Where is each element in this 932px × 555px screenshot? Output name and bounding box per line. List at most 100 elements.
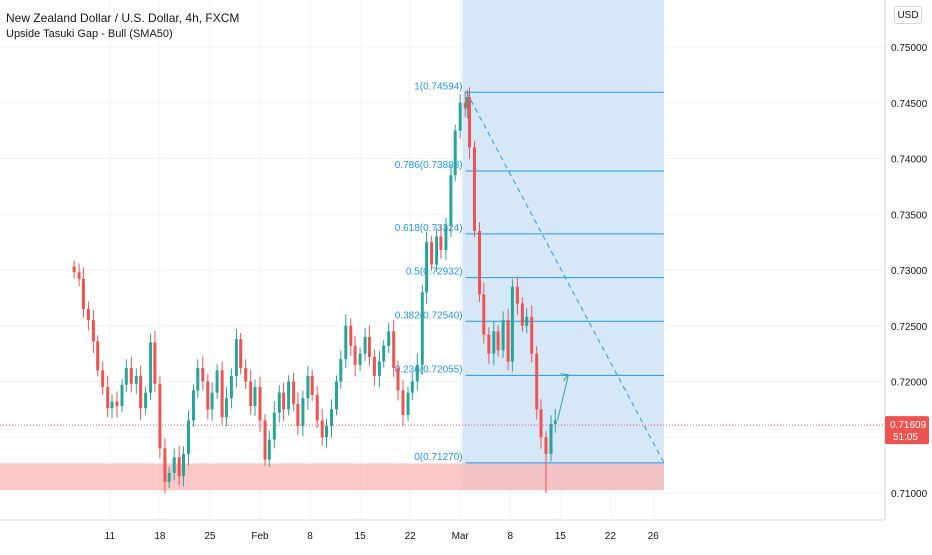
candle xyxy=(244,359,248,389)
candle xyxy=(106,375,110,418)
candle-body xyxy=(510,286,514,362)
candle xyxy=(435,227,439,272)
candle xyxy=(177,445,181,486)
candle-body xyxy=(544,437,548,454)
candles xyxy=(72,87,557,494)
candle-body xyxy=(396,368,400,391)
candle xyxy=(449,165,453,237)
candle xyxy=(139,365,143,420)
candle xyxy=(101,361,105,395)
candle xyxy=(215,364,219,399)
candle-body xyxy=(220,370,224,418)
candle-body xyxy=(187,420,190,454)
candle xyxy=(377,351,381,388)
fib-level-label: 0.786(0.73888) xyxy=(395,160,463,171)
candle xyxy=(467,87,471,159)
fib-trend-line[interactable] xyxy=(466,92,665,464)
candle-body xyxy=(553,420,557,424)
candle-body xyxy=(124,368,128,385)
candle-body xyxy=(144,392,148,409)
candle xyxy=(272,401,276,449)
candle xyxy=(301,390,305,437)
candle xyxy=(353,335,357,377)
candle-body xyxy=(367,336,371,357)
candle-body xyxy=(463,102,467,109)
candle xyxy=(339,350,343,389)
time-tick-label: 8 xyxy=(507,531,513,542)
candle xyxy=(115,391,119,418)
candle-body xyxy=(172,457,176,473)
candle xyxy=(220,361,224,425)
fib-retracement[interactable]: 1(0.74594) 0.786(0.73888) 0.618(0.73324) 0.… xyxy=(395,81,664,464)
candle xyxy=(310,369,314,402)
support-zone[interactable] xyxy=(0,463,664,491)
candle-body xyxy=(96,341,100,371)
candle xyxy=(172,448,176,481)
grid xyxy=(0,0,885,520)
candle xyxy=(430,235,434,271)
candle xyxy=(410,372,414,401)
fib-level-label: 0.382(0.72540) xyxy=(395,310,463,321)
candle xyxy=(153,330,157,393)
candle xyxy=(120,378,124,413)
candle xyxy=(349,318,353,356)
price-tick-label: 0.71000 xyxy=(891,489,928,500)
candle-body xyxy=(501,320,505,351)
indicator-label[interactable]: Upside Tasuki Gap - Bull (SMA50) xyxy=(6,28,173,40)
candle xyxy=(425,231,429,304)
candle-body xyxy=(525,316,529,326)
candle xyxy=(372,349,376,387)
candle-body xyxy=(120,384,124,407)
candle-body xyxy=(410,381,414,393)
projection-line[interactable] xyxy=(556,374,569,421)
candle-body xyxy=(86,309,90,321)
candle-body xyxy=(206,381,210,410)
candle xyxy=(306,365,310,410)
price-tick-label: 0.73000 xyxy=(891,266,928,277)
candle xyxy=(496,325,500,357)
candle-body xyxy=(234,339,238,376)
candle-body xyxy=(506,320,510,362)
candle-body xyxy=(101,370,105,388)
currency-button[interactable]: USD xyxy=(894,6,922,24)
candle-body xyxy=(387,331,391,346)
price-tick-label: 0.74000 xyxy=(891,155,928,166)
candle xyxy=(444,217,448,261)
candle-body xyxy=(210,392,214,410)
candle xyxy=(229,368,233,409)
candle xyxy=(553,409,557,433)
candle-body xyxy=(335,381,339,410)
time-tick-label: 25 xyxy=(204,531,216,542)
candle-body xyxy=(449,175,453,226)
candle-body xyxy=(453,130,457,176)
candle xyxy=(239,332,243,375)
candle xyxy=(253,379,257,417)
time-axis[interactable]: 11 18 25 Feb 8 15 22 Mar 8 15 22 26 xyxy=(0,519,885,542)
date-range-highlight[interactable] xyxy=(462,0,664,490)
candle xyxy=(510,279,514,372)
candle-body xyxy=(181,453,185,477)
candle-body xyxy=(153,342,157,384)
candle-body xyxy=(492,331,496,354)
candle-body xyxy=(330,409,333,427)
candle xyxy=(224,386,228,426)
candle xyxy=(482,283,486,344)
candle-body xyxy=(420,292,424,365)
candle xyxy=(478,222,482,303)
candle xyxy=(525,308,529,334)
candle xyxy=(492,321,496,366)
time-tick-label: Mar xyxy=(452,531,470,542)
candle-body xyxy=(139,375,143,409)
candle xyxy=(530,305,534,363)
candle xyxy=(315,386,319,428)
candle xyxy=(415,353,419,391)
candle-body xyxy=(81,278,85,310)
candle-body xyxy=(473,147,476,231)
candle-body xyxy=(535,353,539,410)
candle xyxy=(506,308,510,371)
projection-arrow[interactable] xyxy=(556,373,570,421)
candle xyxy=(258,376,262,433)
candle xyxy=(110,394,114,419)
